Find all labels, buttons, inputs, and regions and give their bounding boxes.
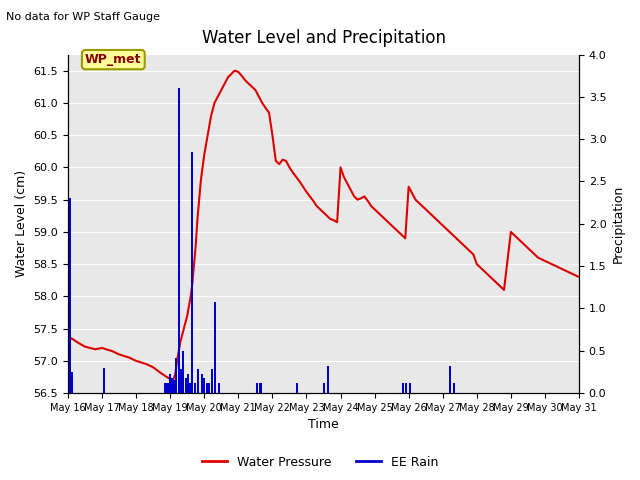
Bar <box>164 383 166 393</box>
Bar <box>189 383 191 393</box>
Bar <box>401 383 404 393</box>
Title: Water Level and Precipitation: Water Level and Precipitation <box>202 29 445 48</box>
Bar <box>214 302 216 393</box>
Bar <box>184 378 187 393</box>
Bar <box>259 383 262 393</box>
Bar <box>194 383 196 393</box>
Bar <box>296 383 298 393</box>
Bar <box>200 374 203 393</box>
X-axis label: Time: Time <box>308 419 339 432</box>
Bar <box>187 374 189 393</box>
Bar <box>405 383 407 393</box>
Bar <box>171 378 173 393</box>
Bar <box>169 374 172 393</box>
Bar <box>180 370 182 393</box>
Y-axis label: Water Level (cm): Water Level (cm) <box>15 170 28 277</box>
Bar <box>175 358 177 393</box>
Y-axis label: Precipitation: Precipitation <box>612 185 625 263</box>
Bar <box>71 372 73 393</box>
Bar <box>68 198 71 393</box>
Bar <box>206 383 208 393</box>
Bar <box>452 383 454 393</box>
Bar <box>103 368 105 393</box>
Bar <box>182 351 184 393</box>
Bar <box>218 383 220 393</box>
Legend: Water Pressure, EE Rain: Water Pressure, EE Rain <box>196 451 444 474</box>
Bar <box>166 383 168 393</box>
Bar <box>173 381 175 393</box>
Bar <box>197 370 199 393</box>
Bar <box>449 366 451 393</box>
Bar <box>410 383 412 393</box>
Bar <box>211 370 212 393</box>
Bar <box>256 383 258 393</box>
Text: WP_met: WP_met <box>85 53 141 66</box>
Bar <box>204 378 205 393</box>
Bar <box>191 152 193 393</box>
Bar <box>209 383 211 393</box>
Bar <box>326 366 328 393</box>
Bar <box>178 88 180 393</box>
Text: No data for WP Staff Gauge: No data for WP Staff Gauge <box>6 12 161 22</box>
Bar <box>323 383 325 393</box>
